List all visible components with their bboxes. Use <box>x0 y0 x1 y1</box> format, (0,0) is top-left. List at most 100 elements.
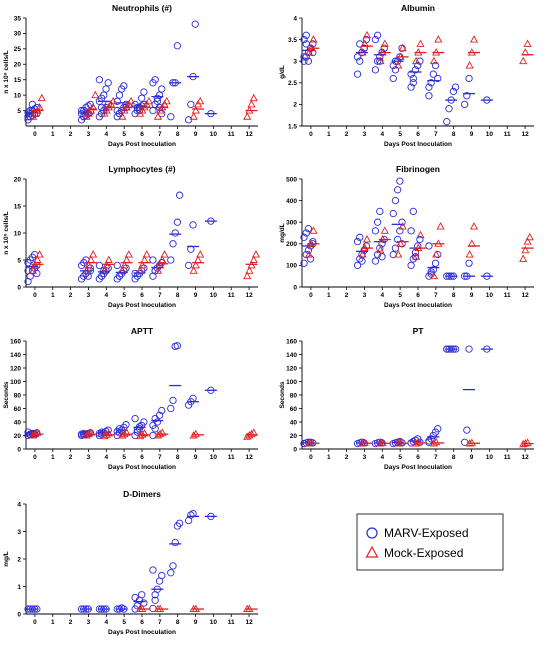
marv-point <box>449 87 458 96</box>
y-tick-label: 2 <box>17 556 21 563</box>
marv-point <box>80 113 88 121</box>
y-tick-label: 120 <box>10 365 21 372</box>
x-axis-label: Days Post Inoculation <box>384 302 452 309</box>
x-tick-label: 6 <box>416 292 420 299</box>
x-tick-label: 6 <box>416 131 420 138</box>
mock-point <box>309 226 318 234</box>
chart-title: D-Dimers <box>123 489 161 499</box>
x-tick-label: 12 <box>245 454 253 461</box>
mock-point <box>525 232 534 241</box>
x-tick-label: 0 <box>33 619 37 626</box>
y-tick-label: 60 <box>14 406 22 413</box>
x-tick-label: 10 <box>486 292 494 299</box>
triangle-icon <box>365 545 379 558</box>
mock-point <box>304 250 314 258</box>
x-tick-label: 10 <box>210 619 218 626</box>
x-tick-label: 7 <box>158 131 162 138</box>
y-tick-label: 0 <box>17 611 21 618</box>
marv-point <box>431 259 440 267</box>
y-axis-label: mg/dL <box>279 223 286 243</box>
marv-point <box>151 591 159 599</box>
x-tick-label: 6 <box>140 131 144 138</box>
marv-point <box>465 345 473 353</box>
marv-point <box>140 599 148 607</box>
mock-point <box>432 437 441 446</box>
x-tick-label: 2 <box>345 454 349 461</box>
mock-point <box>309 35 318 43</box>
marv-point <box>394 186 402 194</box>
y-tick-label: 40 <box>290 419 298 426</box>
mock-point <box>465 250 474 258</box>
marv-point <box>353 53 362 61</box>
mock-point <box>412 252 421 260</box>
chart-title: PT <box>413 326 425 336</box>
y-axis-label: mg/L <box>3 551 10 567</box>
x-tick-label: 3 <box>363 292 367 299</box>
x-tick-label: 11 <box>228 131 235 138</box>
x-tick-label: 0 <box>309 131 313 138</box>
mock-point <box>414 437 423 446</box>
marv-point <box>300 35 308 44</box>
marv-point <box>191 20 199 28</box>
mock-point <box>126 96 136 105</box>
marv-point <box>396 177 404 185</box>
x-tick-label: 12 <box>245 619 253 626</box>
x-tick-label: 6 <box>416 454 420 461</box>
y-tick-label: 4 <box>17 501 21 508</box>
mock-point <box>86 428 96 436</box>
y-tick-label: 15 <box>14 77 22 84</box>
marv-point <box>122 421 130 429</box>
y-tick-label: 2.5 <box>288 80 297 87</box>
y-tick-label: 30 <box>14 31 22 38</box>
mock-point <box>465 61 474 69</box>
marv-point <box>175 519 184 527</box>
mock-point <box>118 112 127 120</box>
marv-point <box>167 113 175 121</box>
marv-point <box>378 253 386 261</box>
mock-point <box>136 266 145 274</box>
x-tick-label: 4 <box>104 454 108 461</box>
mock-point <box>122 428 131 436</box>
marv-point <box>304 225 313 233</box>
x-tick-label: 7 <box>158 292 162 299</box>
marv-point <box>465 74 473 83</box>
y-tick-label: 200 <box>286 241 297 248</box>
x-tick-label: 9 <box>194 454 198 461</box>
y-tick-label: 40 <box>14 419 22 426</box>
mock-point <box>89 250 98 258</box>
mock-point <box>109 96 118 105</box>
x-tick-label: 4 <box>104 131 108 138</box>
x-tick-label: 0 <box>33 131 37 138</box>
mock-point <box>138 260 147 269</box>
y-tick-label: 100 <box>286 379 297 386</box>
x-tick-label: 9 <box>470 292 474 299</box>
mock-point <box>153 112 163 120</box>
marv-point <box>356 57 364 65</box>
y-tick-label: 10 <box>14 92 22 99</box>
marv-point <box>138 591 146 599</box>
chart-title: Fibrinogen <box>396 164 440 174</box>
mock-point <box>362 30 372 39</box>
mock-point <box>35 250 44 258</box>
x-tick-label: 12 <box>521 131 529 138</box>
x-tick-label: 9 <box>194 131 198 138</box>
x-tick-label: 12 <box>245 131 253 138</box>
x-tick-label: 9 <box>194 292 198 299</box>
marv-point <box>373 57 382 65</box>
y-tick-label: 20 <box>14 62 22 69</box>
mock-point <box>189 112 198 120</box>
y-tick-label: 1.5 <box>288 123 297 130</box>
y-tick-label: 3 <box>17 529 21 536</box>
marv-point <box>416 57 424 65</box>
mock-point <box>249 93 258 102</box>
x-tick-label: 10 <box>486 454 494 461</box>
x-tick-label: 4 <box>104 292 108 299</box>
marv-point <box>140 418 148 426</box>
marv-point <box>376 207 384 216</box>
y-tick-label: 120 <box>286 365 297 372</box>
y-tick-label: 160 <box>286 338 297 345</box>
mock-point <box>398 222 407 230</box>
x-tick-label: 9 <box>470 131 474 138</box>
marv-point <box>171 229 179 237</box>
